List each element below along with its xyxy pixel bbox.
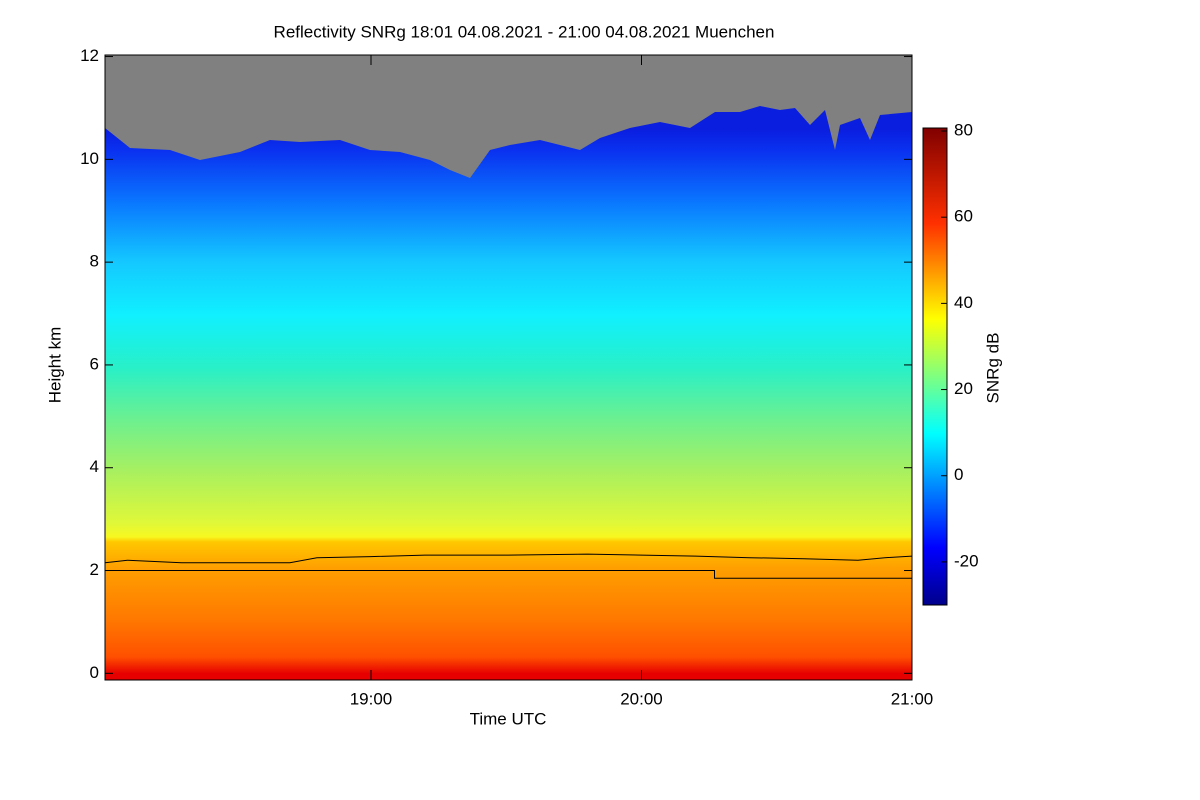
height-line xyxy=(104,553,913,564)
colorbar-tick-label: 60 xyxy=(954,207,973,226)
heatmap xyxy=(105,55,912,680)
y-tick-label: 10 xyxy=(80,149,99,168)
colorbar-tick-label: 0 xyxy=(954,465,963,484)
colorbar-label: SNRg dB xyxy=(983,333,1002,404)
x-tick-label: 19:00 xyxy=(350,689,393,708)
height-line xyxy=(105,570,912,579)
y-axis-label: Height km xyxy=(45,327,64,404)
x-axis-label: Time UTC xyxy=(470,709,547,728)
y-tick-label: 12 xyxy=(80,46,99,65)
y-tick-label: 6 xyxy=(90,354,99,373)
y-tick-label: 4 xyxy=(90,457,99,476)
x-tick-label: 20:00 xyxy=(620,689,663,708)
colorbar-tick-label: 80 xyxy=(954,121,973,140)
x-tick-label: 21:00 xyxy=(891,689,934,708)
y-tick-label: 0 xyxy=(90,663,99,682)
y-tick-label: 8 xyxy=(90,252,99,271)
plot-frame xyxy=(104,54,913,681)
colorbar-tick-label: -20 xyxy=(954,551,979,570)
no-signal-region xyxy=(105,55,912,178)
chart-title: Reflectivity SNRg 18:01 04.08.2021 - 21:… xyxy=(274,22,775,41)
colorbar-tick-label: 40 xyxy=(954,293,973,312)
colorbar xyxy=(922,127,948,606)
y-tick-label: 2 xyxy=(90,560,99,579)
colorbar-tick-label: 20 xyxy=(954,379,973,398)
